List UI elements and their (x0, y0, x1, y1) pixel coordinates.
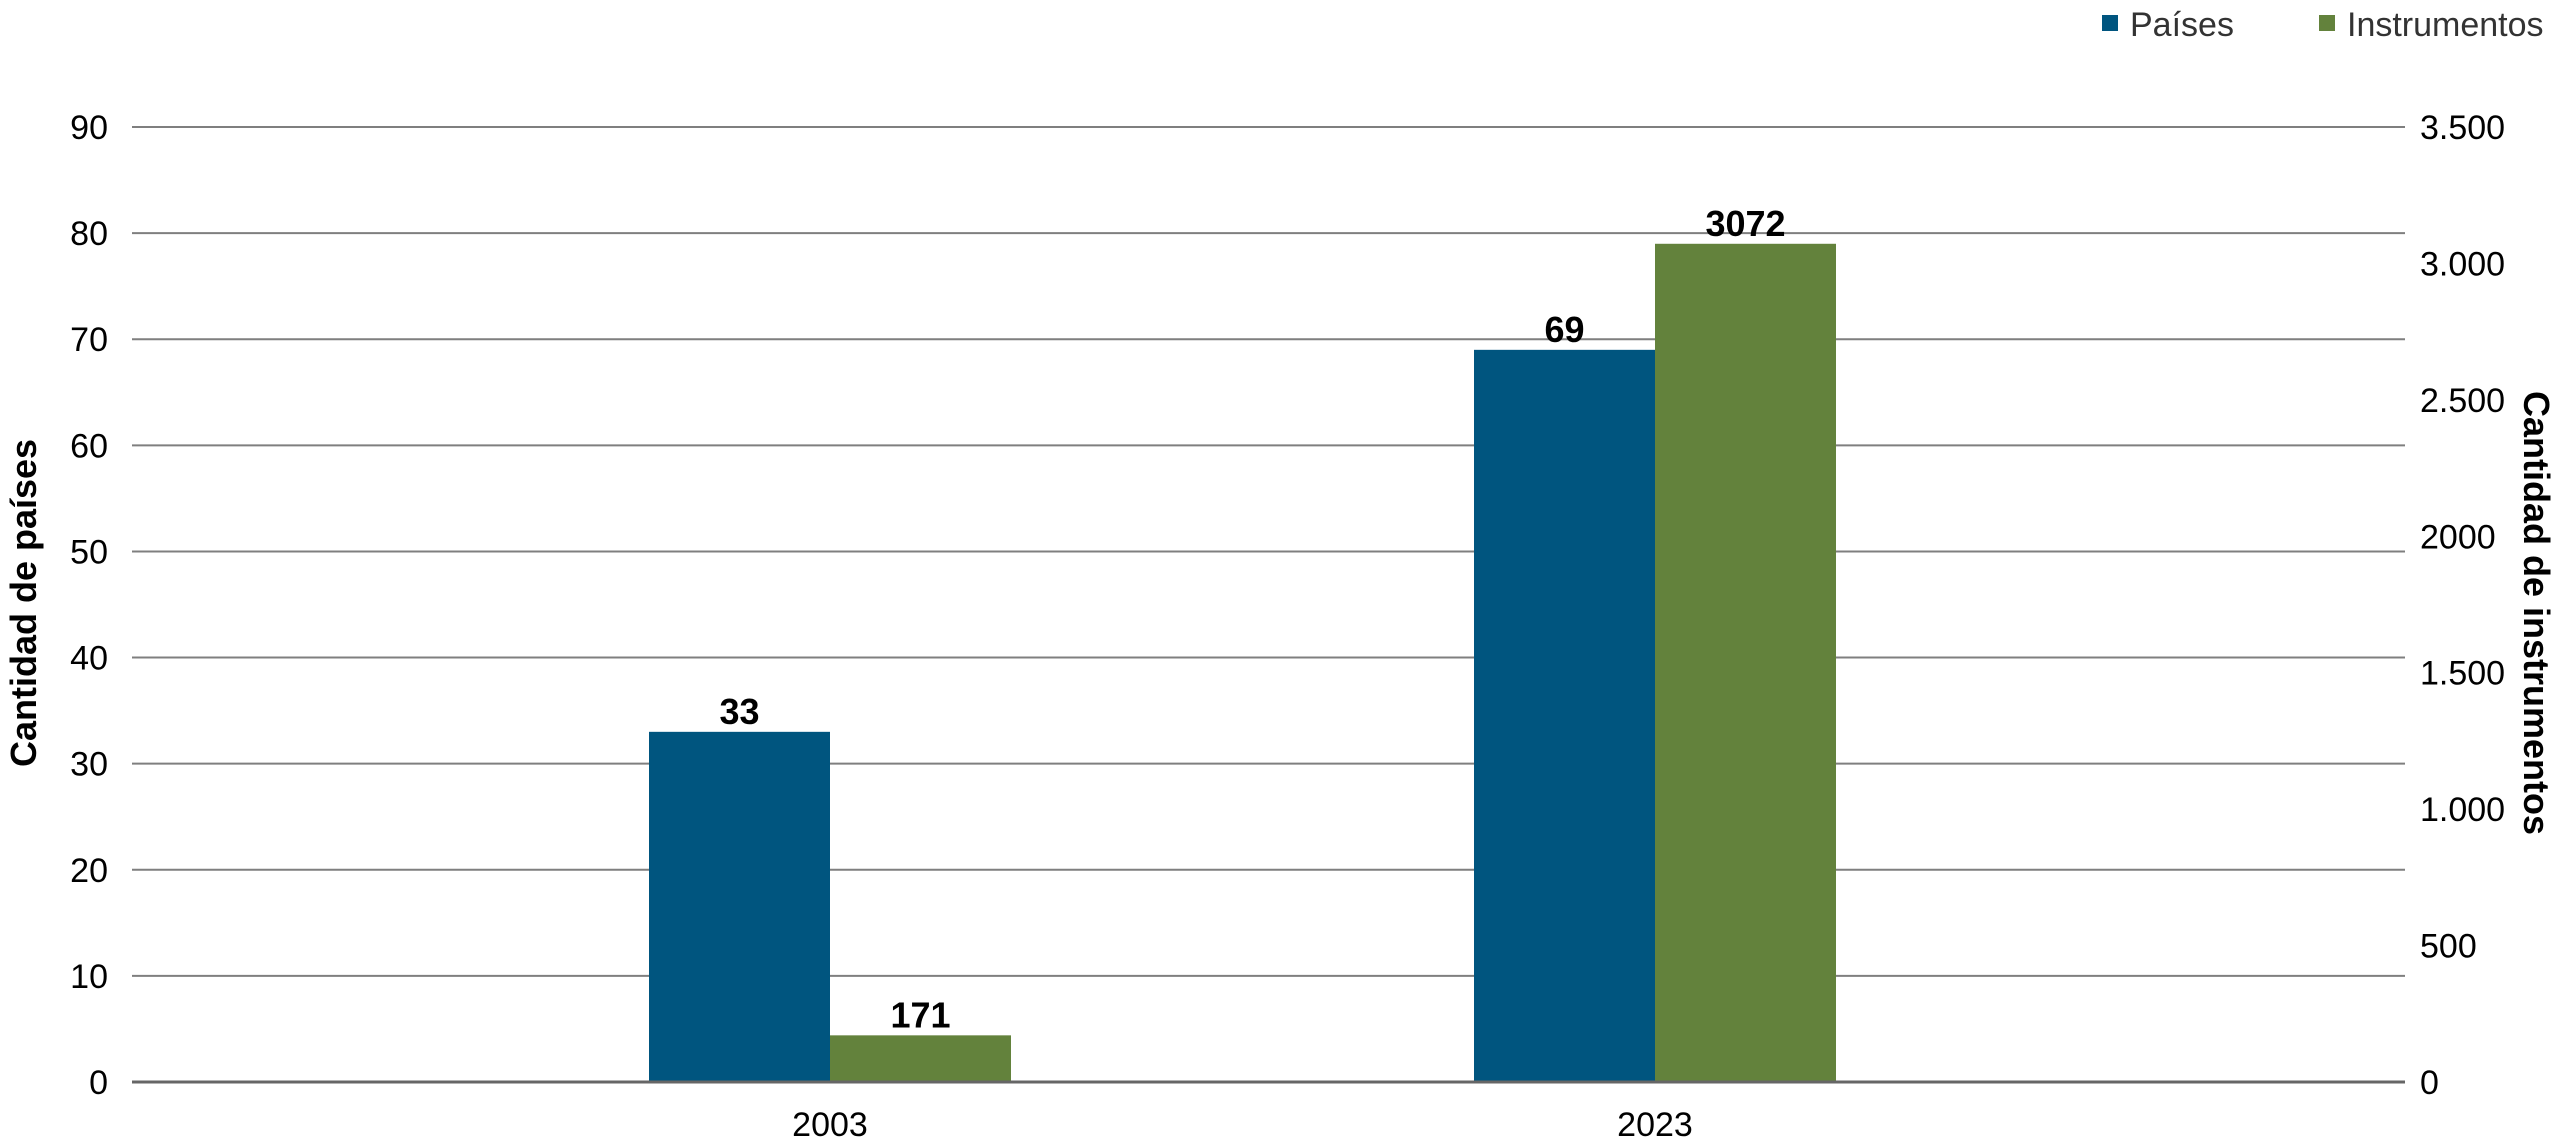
right-tick-label: 2.500 (2420, 382, 2505, 420)
data-label: 69 (1544, 309, 1584, 350)
left-tick-label: 80 (70, 215, 108, 253)
x-tick-label: 2023 (1617, 1106, 1693, 1144)
y-axis-left-title: Cantidad de países (3, 439, 44, 767)
x-tick-label: 2003 (792, 1106, 868, 1144)
right-tick-label: 500 (2420, 928, 2477, 966)
legend-item-pa-ses: Países (2102, 6, 2234, 44)
legend: Países Instrumentos (2102, 6, 2544, 44)
bars (649, 243, 1836, 1083)
gridlines (132, 126, 2405, 977)
bar-instrumentos-2003 (830, 1035, 1011, 1082)
left-tick-label: 50 (70, 533, 108, 571)
legend-swatch (2102, 15, 2118, 31)
bar-pa-ses-2003 (649, 731, 830, 1082)
right-tick-label: 3.000 (2420, 245, 2505, 283)
data-label: 33 (719, 691, 759, 732)
left-tick-label: 40 (70, 640, 108, 678)
labels: 33 69 171 3072 (719, 203, 1785, 1036)
data-label: 3072 (1705, 203, 1785, 244)
legend-swatch (2319, 15, 2335, 31)
right-tick-label: 0 (2420, 1064, 2439, 1102)
right-tick-label: 2000 (2420, 518, 2496, 556)
left-tick-label: 60 (70, 427, 108, 465)
left-tick-label: 90 (70, 109, 108, 147)
bar-pa-ses-2023 (1474, 349, 1655, 1082)
legend-item-instrumentos: Instrumentos (2319, 6, 2544, 44)
right-tick-label: 1.000 (2420, 791, 2505, 829)
left-tick-label: 0 (89, 1064, 108, 1102)
data-label: 171 (890, 994, 950, 1035)
axes: 0 10 20 30 40 50 60 70 80 90 0 500 1.000 1.500 2000 2.5… (3, 109, 2557, 1144)
left-tick-label: 70 (70, 321, 108, 359)
right-tick-label: 1.500 (2420, 655, 2505, 693)
left-tick-label: 20 (70, 852, 108, 890)
legend-label: Instrumentos (2347, 6, 2544, 44)
bar-instrumentos-2023 (1655, 243, 1836, 1083)
y-axis-right-title: Cantidad de instrumentos (2516, 391, 2557, 835)
left-tick-label: 30 (70, 746, 108, 784)
left-tick-label: 10 (70, 958, 108, 996)
legend-label: Países (2130, 6, 2234, 44)
right-tick-label: 3.500 (2420, 109, 2505, 147)
